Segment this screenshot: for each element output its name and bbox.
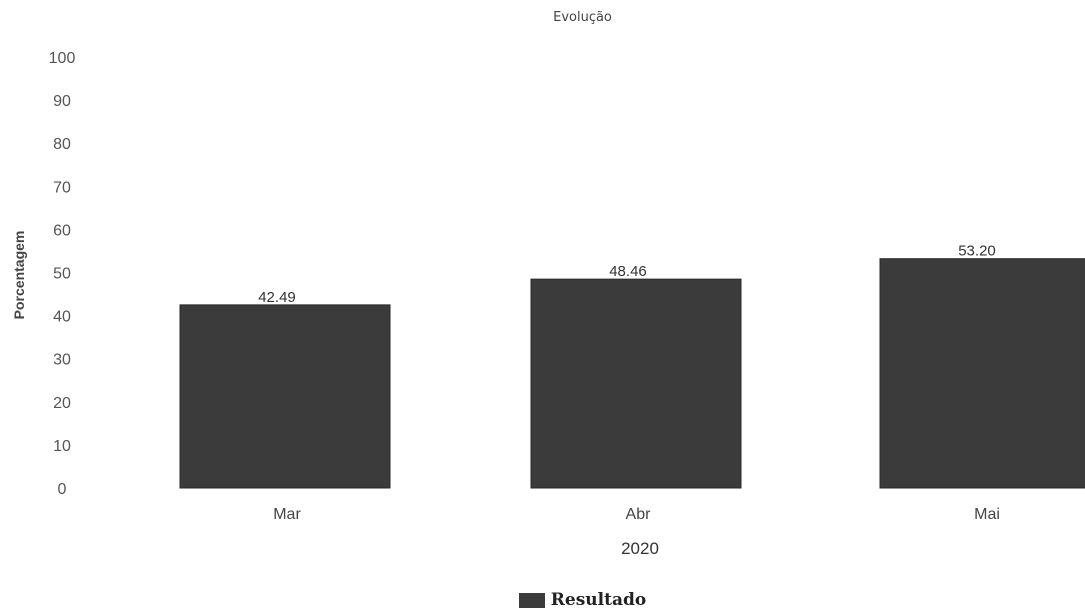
legend: Resultado xyxy=(0,590,1085,610)
bar-mar xyxy=(179,304,391,489)
x-category-label: Mar xyxy=(273,506,301,523)
y-tick-label: 40 xyxy=(53,309,71,326)
y-tick-label: 10 xyxy=(53,438,71,455)
x-axis-categories: Mar Abr Mai xyxy=(273,506,1000,523)
bar-mai xyxy=(879,258,1085,489)
data-label-mai: 53.20 xyxy=(958,243,996,260)
data-label-abr: 48.46 xyxy=(609,263,647,280)
x-axis-title: 2020 xyxy=(621,539,659,558)
y-tick-label: 80 xyxy=(53,136,71,153)
bar-series xyxy=(179,258,1085,489)
bar-abr xyxy=(530,278,742,489)
data-labels: 42.49 48.46 53.20 xyxy=(258,243,996,306)
y-tick-label: 70 xyxy=(53,179,71,196)
y-tick-label: 60 xyxy=(53,222,71,239)
x-category-label: Abr xyxy=(626,506,652,523)
x-category-label: Mai xyxy=(974,506,1000,523)
data-label-mar: 42.49 xyxy=(258,289,296,306)
legend-label: Resultado xyxy=(550,590,647,610)
y-tick-label: 100 xyxy=(49,50,76,67)
chart-title: Evolução xyxy=(553,10,612,25)
y-axis-title: Porcentagem xyxy=(11,231,27,320)
y-tick-label: 30 xyxy=(53,352,71,369)
legend-swatch xyxy=(518,592,545,608)
y-axis-ticks: 0 10 20 30 40 50 60 70 80 90 100 xyxy=(49,50,76,498)
y-tick-label: 20 xyxy=(53,395,71,412)
y-tick-label: 90 xyxy=(53,93,71,110)
y-tick-label: 50 xyxy=(53,266,71,283)
y-tick-label: 0 xyxy=(58,481,67,498)
